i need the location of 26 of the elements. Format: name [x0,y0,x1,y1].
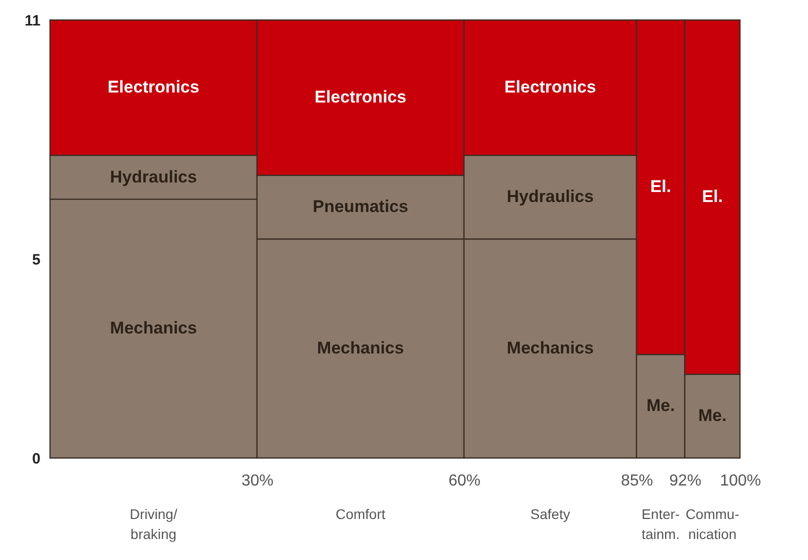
text: Mechanics [110,318,197,338]
x-tick-label: 85% [620,472,654,490]
y-tick-label: 11 [24,12,40,30]
data-label: El. [650,177,672,196]
data-label: Me. [646,396,675,416]
series-label: Mechanics [506,338,594,358]
text: Driving/ braking [130,506,178,542]
text: Electronics [108,78,200,97]
text: Safety [530,506,570,522]
x-tick-label: 30% [241,472,274,490]
x-tick-label: 92% [669,472,702,490]
text: Commu- nication [686,506,740,542]
data-label: Me. [698,406,727,426]
series-label: Hydraulics [110,167,197,186]
x-tick-label: 100% [720,472,761,490]
text: Enter- tainm. [642,506,680,542]
y-tick-label: 5 [32,251,40,268]
text: Mechanics [317,338,404,358]
series-label: Pneumatics [312,197,408,216]
text: Comfort [336,506,386,522]
text: Electronics [314,88,406,107]
data-label: El. [702,187,723,206]
series-label: Electronics [504,78,596,97]
y-tick-label: 0 [32,450,40,468]
x-tick-label: 60% [448,472,481,490]
text: Hydraulics [506,187,594,206]
